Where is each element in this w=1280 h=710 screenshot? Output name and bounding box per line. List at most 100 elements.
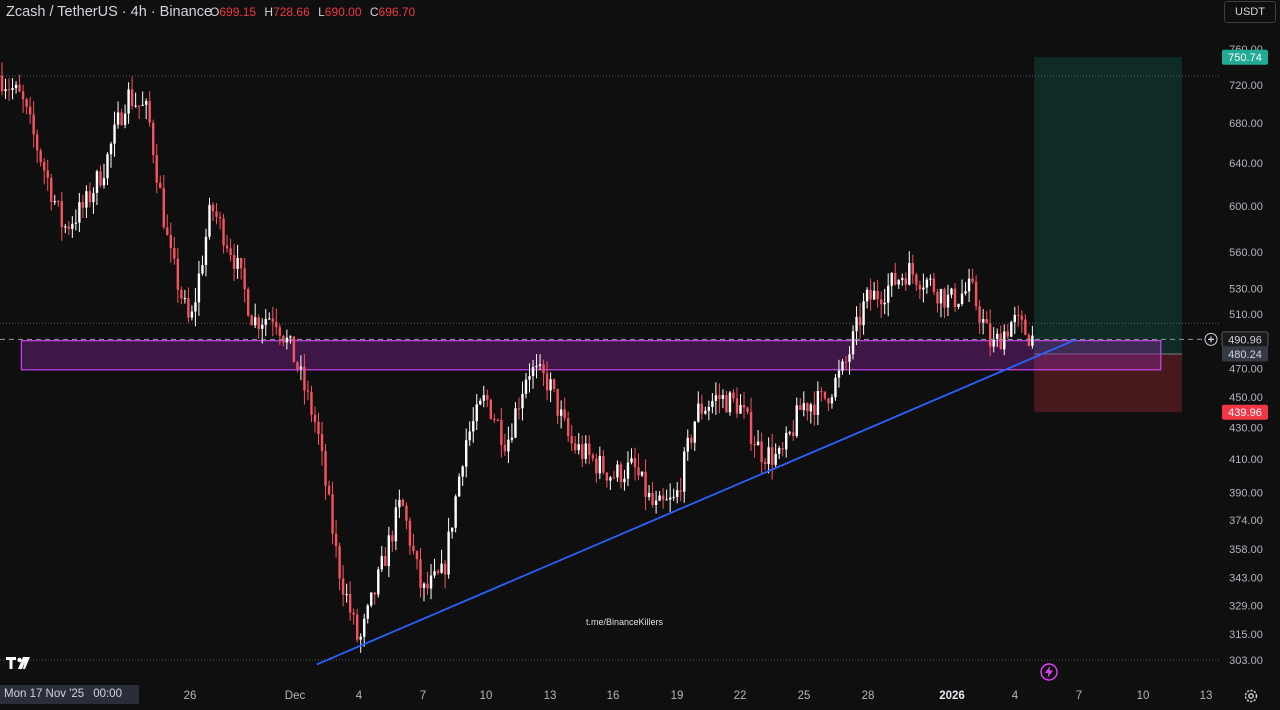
candle-body — [475, 404, 478, 422]
candle-body — [236, 257, 239, 269]
currency-button[interactable]: USDT — [1224, 1, 1276, 23]
candle-body — [162, 188, 165, 228]
candle-body — [405, 505, 408, 521]
candle-body — [711, 400, 714, 407]
candle-body — [384, 556, 387, 567]
candle-body — [820, 391, 823, 393]
candle-body — [623, 478, 626, 483]
time-axis-label: Dec — [285, 690, 306, 702]
candle-body — [176, 258, 180, 290]
candle-body — [239, 257, 243, 269]
candle-body — [767, 447, 770, 465]
candle-body — [827, 398, 830, 404]
candle-body — [922, 287, 925, 290]
candle-body — [967, 278, 971, 292]
ohlc-high-key: H — [264, 5, 274, 19]
chart-header: Zcash / TetherUS · 4h · Binance — [6, 3, 212, 20]
candle-body — [338, 546, 341, 579]
candle-body — [345, 593, 348, 595]
candle-body — [208, 204, 211, 237]
candle-body — [306, 390, 310, 392]
candle-body — [123, 113, 127, 125]
candle-body — [974, 281, 978, 307]
ohlc-legend: O699.15 H728.66 L690.00 C696.70 — [210, 5, 420, 19]
candle-body — [897, 280, 900, 285]
time-axis-label: 19 — [671, 690, 684, 702]
candle-body — [883, 302, 886, 305]
candle-body — [394, 507, 398, 542]
candle-body — [542, 364, 545, 374]
candle-body — [67, 226, 71, 229]
candle-body — [159, 182, 162, 189]
candle-body — [992, 339, 995, 347]
candle-body — [742, 405, 746, 408]
candle-body — [454, 496, 457, 528]
candle-body — [640, 471, 644, 476]
add-plus-circle-icon[interactable] — [1204, 332, 1218, 346]
candle-body — [352, 612, 355, 615]
candle-body — [588, 443, 591, 456]
price-axis-label: 430.00 — [1229, 422, 1263, 434]
candle-body — [862, 301, 865, 326]
candle-body — [215, 211, 218, 217]
time-axis-label: 10 — [1137, 690, 1150, 702]
candle-body — [194, 302, 197, 312]
candle-body — [517, 408, 521, 410]
candle-body — [218, 216, 222, 219]
svg-text:750.74: 750.74 — [1228, 52, 1262, 64]
candle-body — [92, 192, 95, 203]
time-axis-label: 4 — [1012, 690, 1019, 702]
tradingview-logo-icon[interactable] — [6, 656, 32, 675]
crosshair-date-label: Mon 17 Nov '25 00:00 — [0, 685, 139, 704]
candle-body — [739, 405, 742, 414]
crosshair-time: 00:00 — [93, 688, 122, 700]
candle-body — [619, 464, 623, 483]
candle-body — [894, 272, 897, 285]
price-axis-label: 410.00 — [1229, 454, 1263, 466]
candle-body — [53, 200, 56, 203]
candle-body — [556, 388, 559, 416]
candle-body — [1006, 331, 1009, 337]
price-axis-label: 450.00 — [1229, 392, 1263, 404]
candle-body — [637, 467, 640, 476]
candle-body — [4, 89, 7, 92]
candle-body — [387, 535, 391, 567]
candle-body — [633, 458, 637, 468]
candle-body — [486, 395, 489, 400]
candle-body — [683, 451, 686, 492]
candle-body — [25, 99, 28, 107]
candle-body — [324, 451, 327, 486]
symbol-title[interactable]: Zcash / TetherUS · 4h · Binance — [6, 4, 213, 20]
candle-body — [890, 272, 893, 286]
candle-body — [50, 177, 53, 203]
candle-body — [1024, 319, 1027, 335]
candle-body — [574, 443, 577, 451]
candle-body — [813, 404, 816, 415]
candle-body — [799, 405, 802, 410]
candle-body — [317, 421, 320, 435]
candle-body — [714, 395, 718, 401]
candle-body — [630, 458, 633, 463]
candle-body — [391, 535, 394, 542]
price-tag-stop: 439.96 — [1222, 404, 1268, 420]
candle-body — [661, 495, 665, 500]
candle-body — [95, 171, 99, 193]
candle-body — [120, 112, 123, 125]
candle-body — [88, 191, 92, 203]
candle-body — [482, 395, 485, 401]
candle-body — [275, 321, 278, 328]
candle-body — [78, 202, 81, 223]
candle-body — [901, 278, 904, 281]
candle-body — [1020, 315, 1024, 320]
candle-body — [468, 431, 471, 441]
candle-body — [707, 406, 711, 411]
candle-body — [950, 288, 953, 295]
ascending-trendline — [316, 338, 1077, 666]
candle-body — [872, 290, 876, 300]
settings-gear-icon[interactable] — [1243, 688, 1259, 709]
lightning-bolt-icon[interactable] — [1039, 662, 1059, 687]
candle-body — [732, 392, 735, 399]
candle-body — [918, 284, 922, 290]
candle-body — [313, 414, 317, 422]
